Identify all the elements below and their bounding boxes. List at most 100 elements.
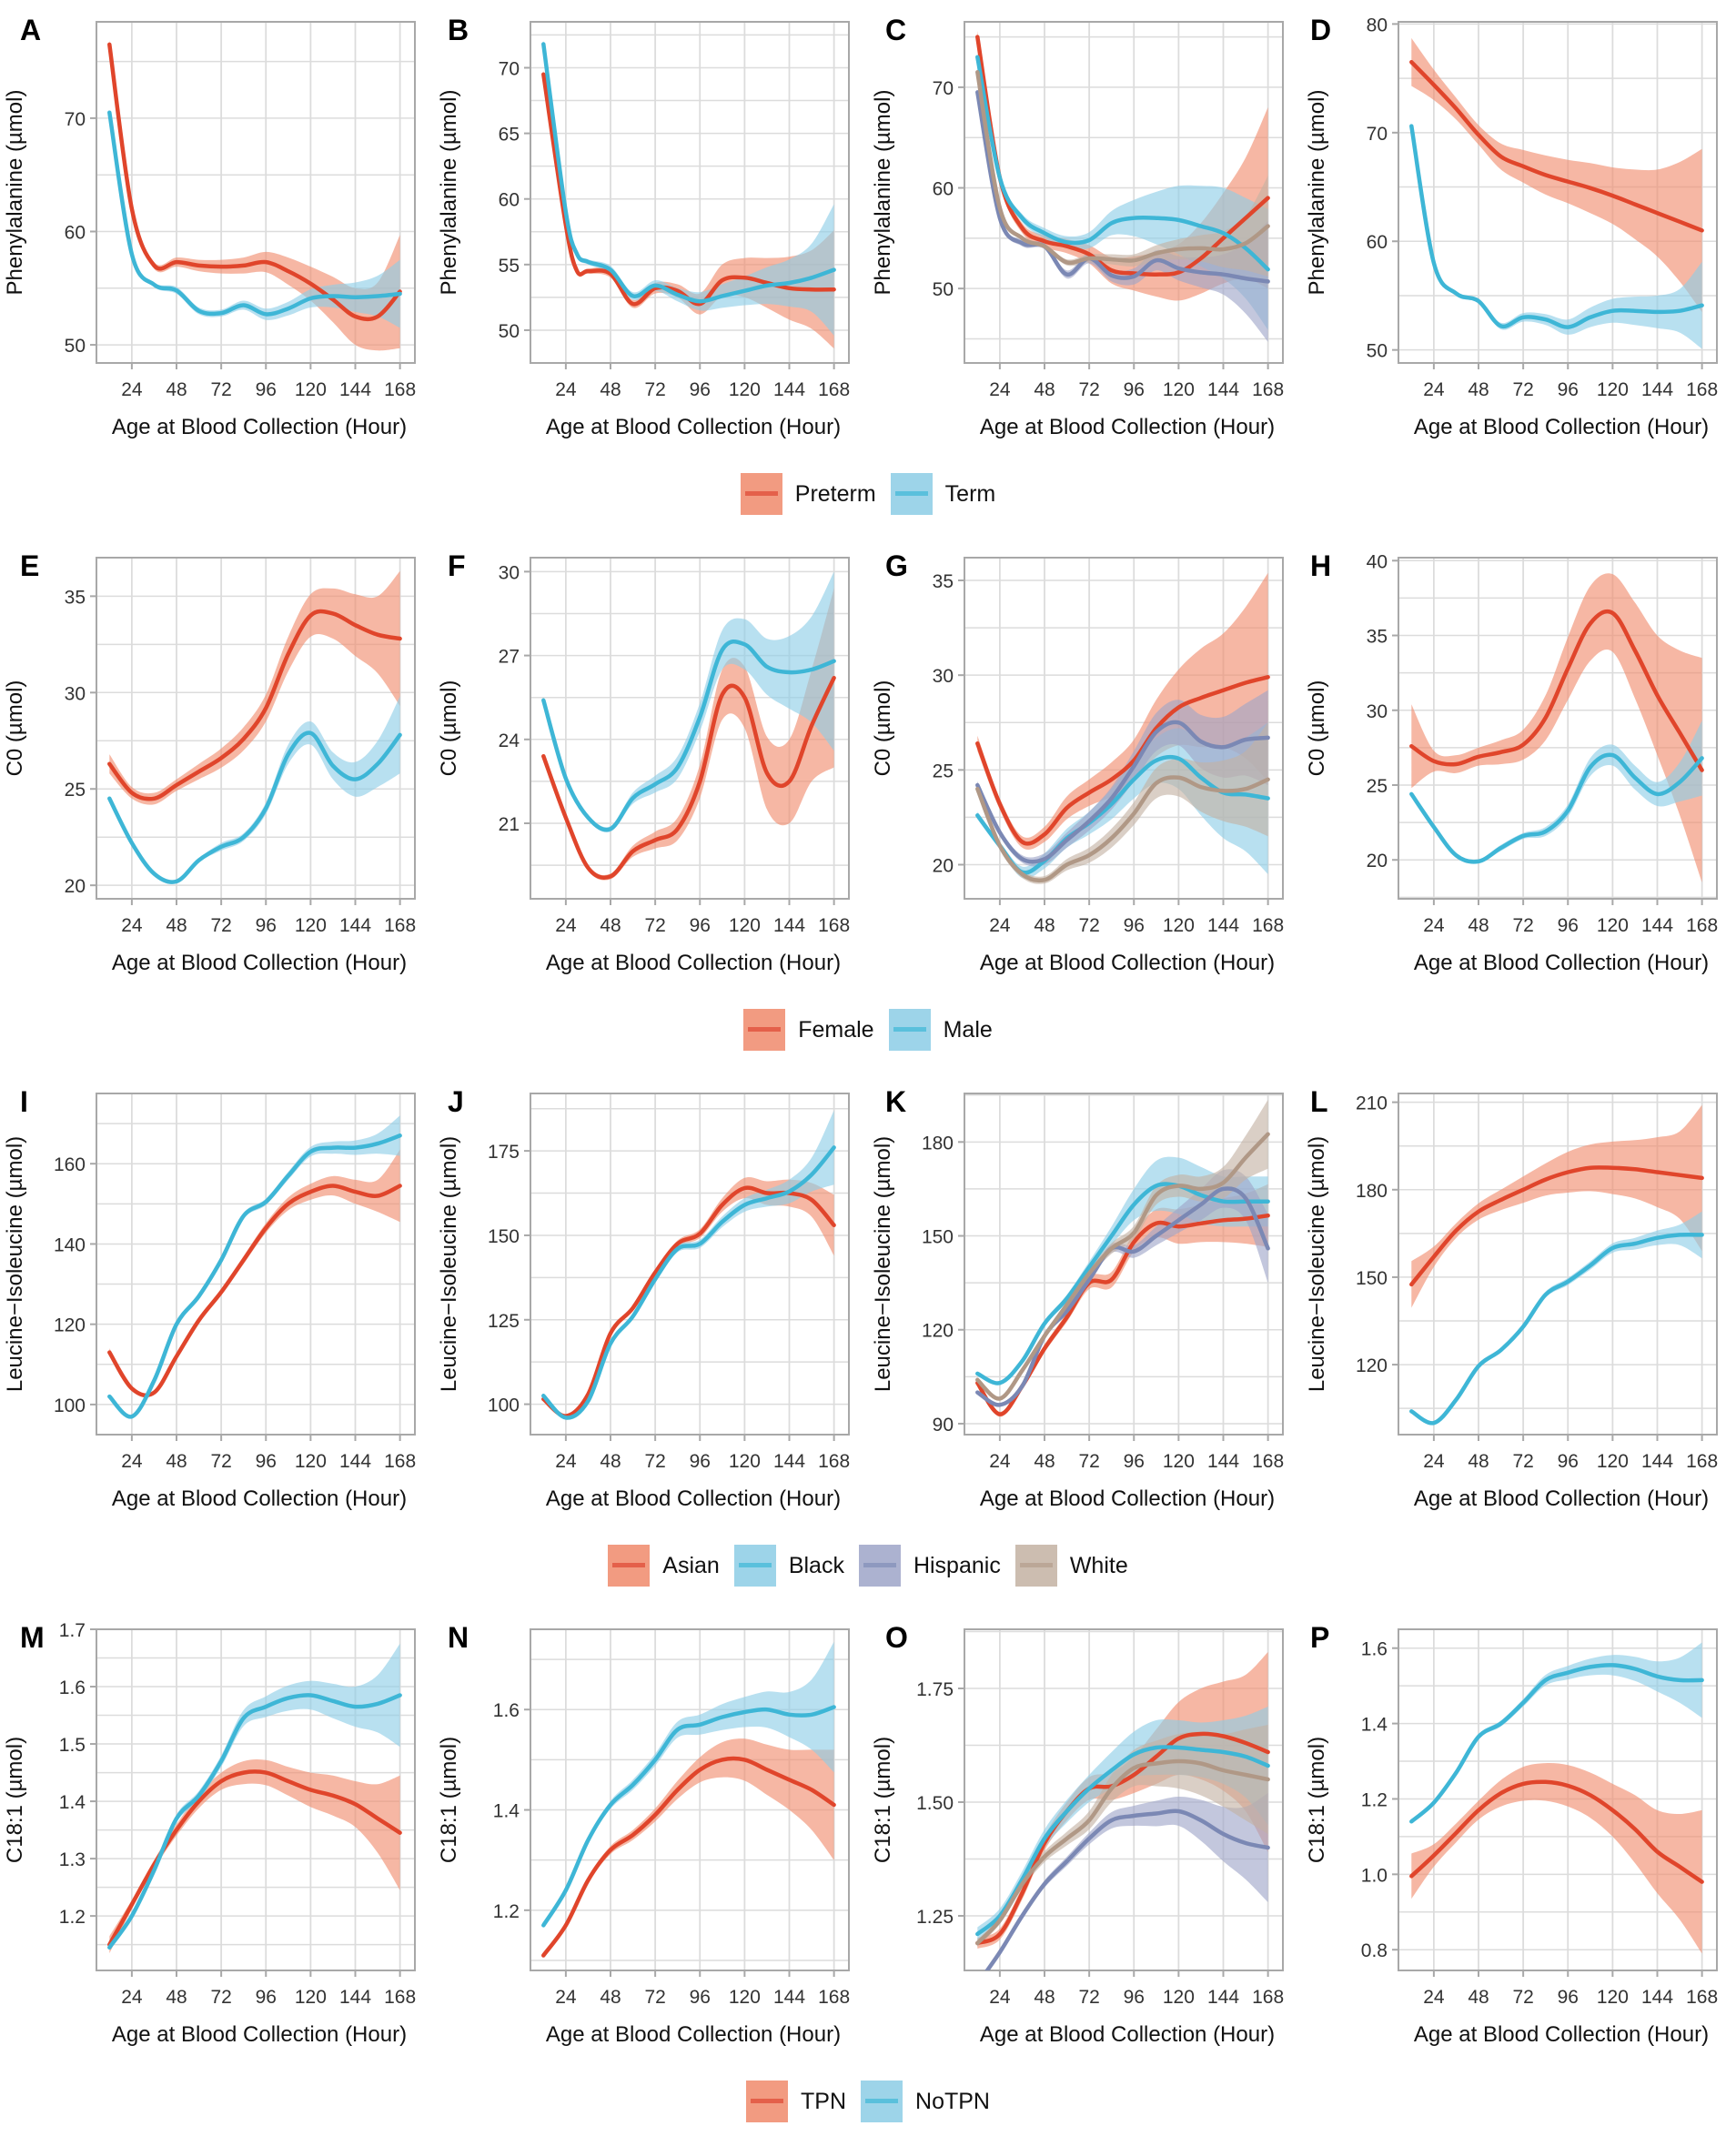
legend-line: [751, 2099, 784, 2103]
x-tick-label: 24: [555, 379, 577, 400]
y-tick-label: 1.6: [493, 1700, 520, 1721]
series-line-tpn: [1409, 609, 1704, 772]
panel-m: 1.2 1.3 1.4 1.5 1.6 1.7 24 48 72 96 120 144 168 Age a…: [3, 1620, 416, 2047]
y-tick-label: 35: [933, 571, 954, 592]
x-tick-label: 72: [644, 1451, 665, 1472]
x-tick-label: 48: [1034, 379, 1055, 400]
y-tick-label: 30: [65, 683, 86, 704]
x-tick-label: 96: [256, 1987, 277, 2008]
x-tick-label: 120: [295, 379, 327, 400]
x-tick-label: 72: [1512, 1451, 1533, 1472]
y-tick-label: 55: [499, 256, 520, 277]
y-axis-label: C18:1 (µmol): [1305, 1737, 1329, 1863]
confidence-band-tpn: [1411, 573, 1702, 882]
x-tick-label: 168: [1686, 379, 1718, 400]
panel-c: 50 60 70 24 48 72 96 120 144 168 Age at Blood Coll…: [871, 14, 1284, 439]
y-tick-label: 40: [1367, 551, 1388, 572]
plot-frame: [964, 1628, 1284, 1971]
legend-label: Preterm: [794, 480, 876, 507]
x-tick-label: 96: [1124, 1987, 1145, 2008]
x-tick-label: 24: [121, 1451, 143, 1472]
x-tick-label: 72: [644, 1987, 665, 2008]
legend-item-hispanic: Hispanic: [858, 1545, 1001, 1587]
x-tick-label: 168: [384, 379, 416, 400]
series-line-male: [541, 639, 836, 832]
legend-label: Term: [944, 480, 996, 507]
y-tick-label: 1.6: [59, 1678, 86, 1698]
series-line-notpn: [1409, 124, 1704, 329]
series-line-term: [107, 730, 402, 884]
x-tick-label: 48: [166, 1987, 187, 2008]
legend-label: White: [1069, 1552, 1128, 1578]
y-tick-label: 1.2: [1361, 1789, 1388, 1810]
y-tick-label: 125: [488, 1311, 520, 1332]
panel-label: F: [448, 549, 466, 582]
x-tick-label: 168: [818, 1987, 850, 2008]
x-tick-label: 24: [121, 915, 143, 936]
confidence-band-tpn: [1411, 1763, 1702, 1954]
x-axis-label: Age at Blood Collection (Hour): [980, 2022, 1275, 2047]
y-tick-label: 1.25: [916, 1907, 954, 1928]
legend-line: [865, 2099, 899, 2103]
confidence-band-female: [543, 70, 834, 349]
x-tick-label: 24: [1423, 915, 1445, 936]
legend-line: [748, 1027, 782, 1032]
y-tick-label: 21: [499, 814, 520, 835]
confidence-band-notpn: [1411, 124, 1702, 349]
x-tick-label: 72: [644, 915, 665, 936]
legend-line: [612, 1563, 646, 1567]
series-line-notpn: [1409, 1663, 1704, 1824]
x-tick-label: 120: [1163, 1451, 1195, 1472]
x-tick-label: 72: [1078, 379, 1099, 400]
x-tick-label: 48: [1034, 1451, 1055, 1472]
confidence-band-notpn: [1411, 1642, 1702, 1823]
x-tick-label: 48: [600, 1987, 621, 2008]
y-tick-label: 60: [1367, 232, 1388, 253]
y-tick-label: 150: [922, 1227, 954, 1248]
legend-item-black: Black: [733, 1545, 844, 1587]
x-axis-label: Age at Blood Collection (Hour): [980, 1486, 1275, 1511]
y-tick-label: 25: [933, 761, 954, 781]
x-axis-label: Age at Blood Collection (Hour): [546, 415, 841, 439]
y-tick-label: 20: [1367, 851, 1388, 872]
legend-line: [738, 1563, 772, 1567]
legend-label: Hispanic: [913, 1552, 1001, 1578]
plot-frame: [1398, 1093, 1718, 1436]
x-tick-label: 168: [1686, 915, 1718, 936]
x-tick-label: 168: [818, 915, 850, 936]
x-tick-label: 48: [1034, 915, 1055, 936]
gridlines: [1398, 1093, 1717, 1435]
series-group: [1409, 1642, 1704, 1954]
series-group: [975, 572, 1270, 884]
series-line-hispanic: [975, 90, 1270, 284]
x-tick-label: 168: [818, 1451, 850, 1472]
x-tick-label: 120: [295, 1451, 327, 1472]
series-line-term: [107, 110, 402, 317]
x-tick-label: 96: [1124, 915, 1145, 936]
x-tick-label: 72: [1078, 915, 1099, 936]
panel-label: G: [885, 549, 908, 582]
legend-item-asian: Asian: [608, 1545, 720, 1587]
y-tick-label: 50: [1367, 341, 1388, 362]
x-tick-label: 120: [1163, 379, 1195, 400]
x-tick-label: 24: [1423, 379, 1445, 400]
x-tick-label: 144: [1207, 1987, 1239, 2008]
x-tick-label: 120: [1597, 1451, 1629, 1472]
panel-h: 20 25 30 35 40 24 48 72 96 120 144 168 Age at Blood …: [1305, 549, 1718, 975]
plot-frame: [964, 557, 1284, 900]
panel-e: 20 25 30 35 24 48 72 96 120 144 168 Age at Blood Co…: [3, 549, 416, 975]
y-axis-label: Leucine−Isoleucine (µmol): [871, 1136, 895, 1392]
legend-gestation: Preterm Term: [0, 473, 1736, 515]
y-tick-label: 1.4: [1361, 1715, 1388, 1736]
series-line-white: [975, 1132, 1270, 1401]
y-tick-label: 70: [1367, 124, 1388, 145]
x-tick-label: 120: [1163, 1987, 1195, 2008]
x-tick-label: 144: [1641, 1987, 1673, 2008]
y-tick-label: 35: [1367, 627, 1388, 648]
x-axis-label: Age at Blood Collection (Hour): [980, 415, 1275, 439]
panel-l: 120 150 180 210 24 48 72 96 120 144 168 Age at Bloo…: [1305, 1085, 1718, 1511]
x-tick-label: 48: [600, 915, 621, 936]
x-axis-label: Age at Blood Collection (Hour): [1414, 951, 1709, 975]
series-group: [1409, 573, 1704, 882]
series-group: [541, 1641, 836, 1958]
